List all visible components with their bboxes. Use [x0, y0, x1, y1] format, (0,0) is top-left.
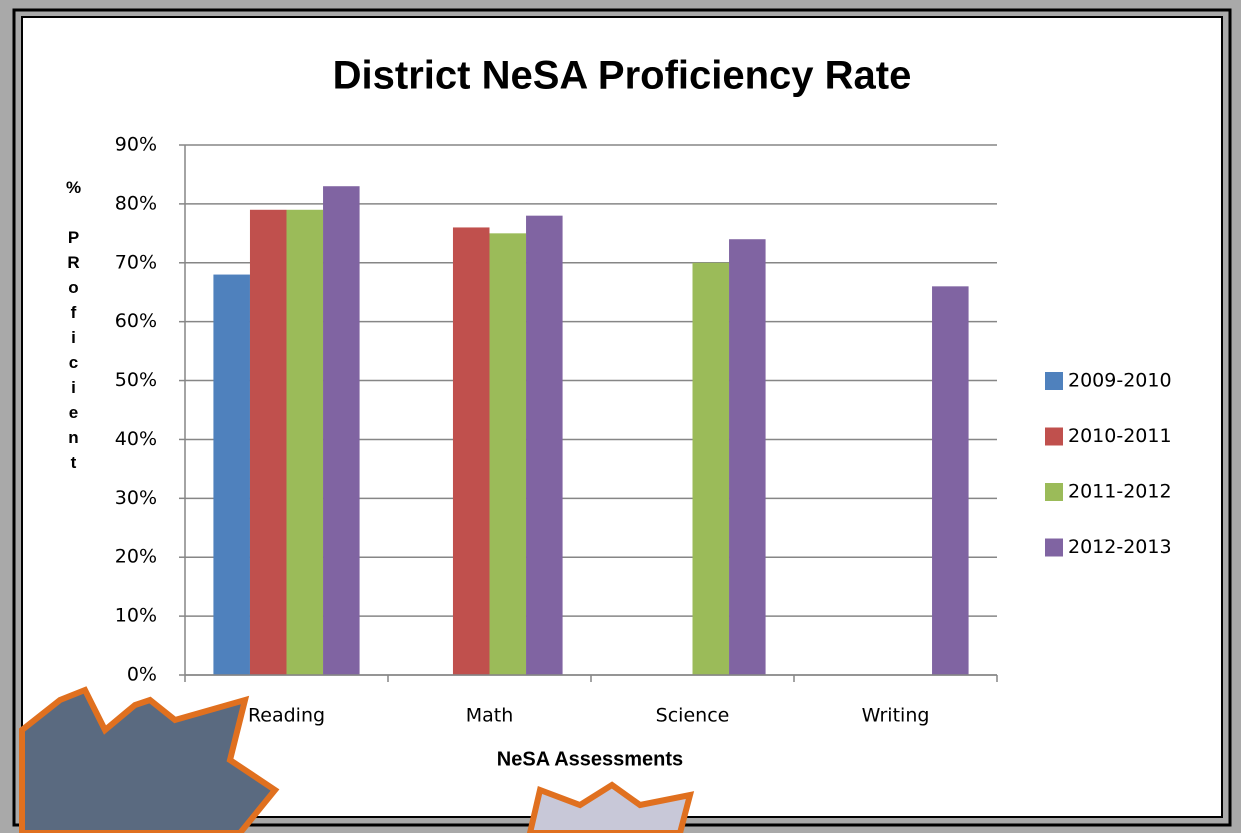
- y-tick-label: 70%: [115, 251, 157, 273]
- page: District NeSA Proficiency Rate NeSA Asse…: [0, 0, 1241, 833]
- y-tick-label: 20%: [115, 546, 157, 568]
- bar: [323, 186, 360, 675]
- decoration-burst: [22, 690, 275, 833]
- legend-swatch: [1045, 428, 1063, 446]
- bar: [693, 263, 730, 675]
- y-tick-label: 80%: [115, 192, 157, 214]
- chart: District NeSA Proficiency Rate NeSA Asse…: [0, 0, 1241, 833]
- legend-swatch: [1045, 483, 1063, 501]
- legend-label: 2009-2010: [1068, 370, 1172, 392]
- y-tick-label: 50%: [115, 369, 157, 391]
- bar: [453, 227, 490, 675]
- x-tick-label: Math: [466, 705, 514, 727]
- bar: [250, 210, 287, 675]
- bar: [932, 286, 969, 675]
- legend-swatch: [1045, 372, 1063, 390]
- legend-label: 2011-2012: [1068, 481, 1172, 503]
- legend-label: 2012-2013: [1068, 536, 1172, 558]
- bar: [213, 275, 250, 675]
- x-tick-label: Science: [656, 705, 730, 727]
- y-tick-label: 0%: [127, 664, 157, 686]
- y-axis-title: % PRoficient: [63, 178, 83, 478]
- bar: [729, 239, 766, 675]
- y-tick-label: 30%: [115, 487, 157, 509]
- legend-swatch: [1045, 539, 1063, 557]
- chart-area: [22, 17, 1222, 817]
- bar: [490, 233, 527, 675]
- y-tick-label: 90%: [115, 134, 157, 156]
- bar: [287, 210, 324, 675]
- y-tick-label: 40%: [115, 428, 157, 450]
- x-axis-title: NeSA Assessments: [497, 748, 683, 770]
- x-tick-label: Reading: [248, 705, 325, 727]
- x-tick-label: Writing: [862, 705, 930, 727]
- legend-label: 2010-2011: [1068, 425, 1172, 447]
- bar: [526, 216, 563, 675]
- y-tick-label: 60%: [115, 310, 157, 332]
- y-tick-label: 10%: [115, 605, 157, 627]
- chart-title: District NeSA Proficiency Rate: [333, 54, 912, 98]
